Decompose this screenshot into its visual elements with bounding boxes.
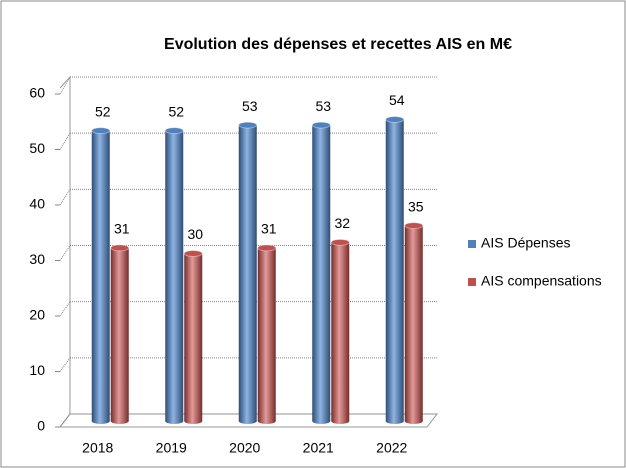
- y-tick-label: 60: [29, 85, 45, 101]
- bar-body: [238, 125, 257, 421]
- x-tick-label: 2022: [376, 440, 407, 456]
- bar-bottom: [184, 418, 203, 424]
- x-tick-label: 2020: [229, 440, 260, 456]
- data-label: 52: [168, 103, 184, 119]
- bar-top: [257, 244, 277, 252]
- bar: [385, 116, 405, 424]
- bar-bottom: [312, 418, 331, 424]
- y-tick-label: 0: [37, 418, 45, 434]
- bar: [311, 121, 331, 424]
- legend-label: AIS compensations: [481, 273, 602, 289]
- legend-swatch: [468, 278, 476, 286]
- chart-title: Evolution des dépenses et recettes AIS e…: [164, 36, 512, 53]
- legend-label: AIS Dépenses: [481, 235, 571, 251]
- bar-top: [404, 222, 424, 230]
- x-tick-label: 2019: [156, 440, 187, 456]
- y-tick-label: 50: [29, 140, 45, 156]
- x-tick-label: 2018: [82, 440, 113, 456]
- data-label: 30: [187, 226, 203, 242]
- data-label: 54: [389, 92, 405, 108]
- bar-top: [330, 238, 350, 246]
- bar-body: [91, 130, 110, 421]
- bar-top: [110, 244, 130, 252]
- x-tick-label: 2021: [303, 440, 334, 456]
- bar-bottom: [257, 418, 276, 424]
- data-label: 53: [315, 98, 331, 114]
- grid-line: [59, 76, 71, 95]
- bar-bottom: [110, 418, 129, 424]
- bar: [238, 121, 258, 424]
- bar-bottom: [331, 418, 350, 424]
- grid-line: [59, 413, 71, 428]
- bar-body: [385, 119, 404, 421]
- bar: [183, 250, 203, 424]
- bar-top: [91, 127, 111, 135]
- bar-top: [385, 116, 405, 123]
- bar-bottom: [165, 418, 184, 424]
- bar-top: [164, 127, 184, 135]
- bar: [330, 238, 350, 424]
- bar-body: [404, 225, 423, 421]
- y-tick-label: 40: [29, 196, 45, 212]
- data-label: 35: [408, 198, 424, 214]
- grid-line: [59, 301, 71, 317]
- data-label: 31: [114, 221, 130, 237]
- bar-body: [110, 247, 129, 421]
- bar-body: [331, 242, 350, 421]
- bar: [404, 222, 424, 424]
- data-label: 32: [334, 215, 350, 231]
- bar: [164, 127, 184, 424]
- data-label: 31: [261, 221, 277, 237]
- grid-line: [59, 357, 71, 372]
- data-label: 52: [95, 103, 111, 119]
- bar-bottom: [385, 418, 404, 424]
- data-label: 53: [242, 98, 258, 114]
- bar-top: [183, 250, 203, 257]
- bar-bottom: [238, 418, 257, 424]
- bar-top: [311, 121, 331, 129]
- bar-body: [184, 253, 203, 421]
- bar: [257, 244, 277, 424]
- bar-body: [165, 130, 184, 421]
- bar-body: [257, 247, 276, 421]
- legend-swatch: [468, 240, 476, 248]
- bar-bottom: [91, 418, 110, 424]
- bar-top: [238, 121, 258, 129]
- y-tick-label: 10: [29, 362, 45, 378]
- bar: [91, 127, 111, 424]
- y-tick-label: 20: [29, 307, 45, 323]
- bar: [110, 244, 130, 424]
- y-tick-label: 30: [29, 251, 45, 267]
- bar-bottom: [404, 418, 423, 424]
- bar-body: [312, 125, 331, 421]
